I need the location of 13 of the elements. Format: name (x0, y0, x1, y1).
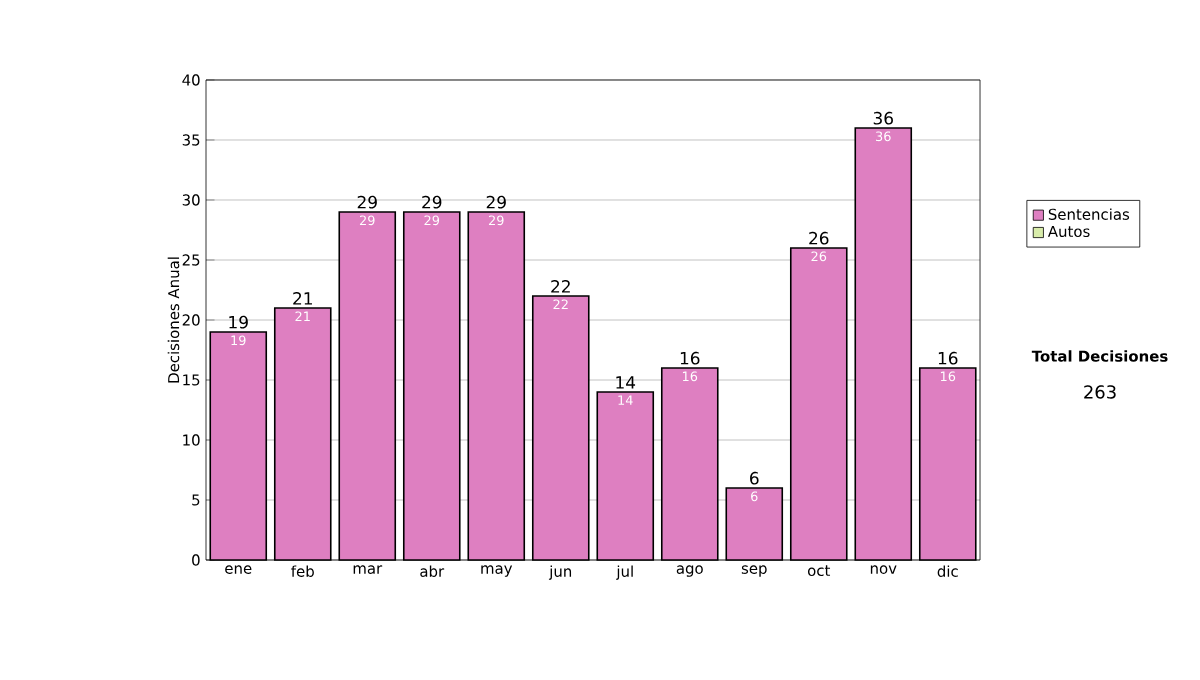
total-label: 16 (680, 351, 700, 365)
total-label: 36 (873, 111, 893, 125)
total-label: 29 (486, 195, 506, 209)
total-label: 21 (293, 292, 312, 305)
total-label: 29 (357, 195, 377, 209)
total-label: 29 (422, 195, 442, 209)
total-label: 19 (229, 315, 248, 329)
total-label: 26 (809, 231, 829, 245)
total-label: 22 (551, 280, 570, 293)
total-label: 14 (616, 376, 636, 389)
text: 263 (1084, 385, 1116, 399)
total-label: 6 (750, 471, 759, 485)
total-label: 16 (938, 351, 958, 365)
